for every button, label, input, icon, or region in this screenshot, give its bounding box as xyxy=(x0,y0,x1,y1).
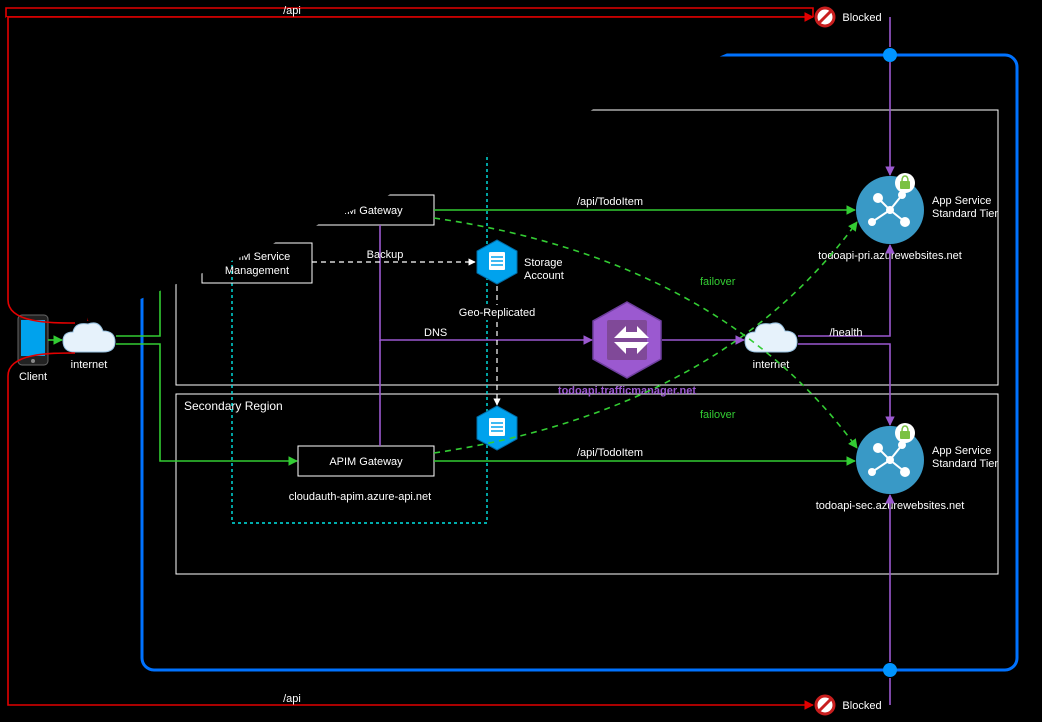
storage-account-primary-icon: Storage Account xyxy=(477,240,564,284)
apim-host-label: cloudauth-apim.azure-api.net xyxy=(289,491,431,503)
dns-label: DNS xyxy=(424,327,447,339)
backup-label: Backup xyxy=(367,249,404,261)
traffic-manager-icon: todoapi.trafficmanager.net xyxy=(558,302,696,397)
lock-icon xyxy=(895,423,915,443)
storage-account-l2: Account xyxy=(524,270,564,282)
blocked-top-label: Blocked xyxy=(842,12,881,24)
app-service-sec-l1: App Service xyxy=(932,445,991,457)
edge-apim-pri-dns-down xyxy=(380,225,592,340)
app-service-secondary-icon: App Service Standard Tier todoapi-sec.az… xyxy=(816,423,999,512)
internet-cloud-left-icon xyxy=(63,323,115,352)
client-label: Client xyxy=(19,371,47,383)
internet-left-label: internet xyxy=(71,359,108,371)
api-top-label: /api xyxy=(283,5,301,17)
apim-svc-mgmt-l2: Management xyxy=(225,265,289,277)
traffic-manager-host: todoapi.trafficmanager.net xyxy=(558,385,696,397)
failover-top-label: failover xyxy=(700,276,736,288)
app-service-pri-l1: App Service xyxy=(932,195,991,207)
client-device-icon: Client xyxy=(18,315,48,383)
apim-gateway-secondary-label: APIM Gateway xyxy=(329,456,403,468)
edge-api-todo-bot-label: /api/TodoItem xyxy=(577,447,643,459)
api-bot-label: /api xyxy=(283,693,301,705)
blocked-bottom-label: Blocked xyxy=(842,700,881,712)
blocked-top-icon: Blocked xyxy=(816,8,882,26)
lock-icon xyxy=(895,173,915,193)
internet-cloud-right-icon xyxy=(745,323,797,352)
storage-account-l1: Storage xyxy=(524,257,563,269)
apim-gateway-secondary-box: APIM Gateway xyxy=(298,446,434,476)
internet-right-label: internet xyxy=(753,359,790,371)
app-service-sec-l2: Standard Tier xyxy=(932,458,998,470)
health-label: /health xyxy=(829,327,862,339)
edge-red-bot-final xyxy=(8,353,813,705)
app-service-primary-icon: App Service Standard Tier todoapi-pri.az… xyxy=(818,173,998,262)
geo-replicated-label: Geo-Replicated xyxy=(459,307,535,319)
storage-account-secondary-icon xyxy=(477,406,517,450)
blocked-bottom-icon: Blocked xyxy=(816,696,882,714)
app-service-pri-l2: Standard Tier xyxy=(932,208,998,220)
failover-bot-label: failover xyxy=(700,409,736,421)
secondary-region-label: Secondary Region xyxy=(184,399,283,413)
edge-api-todo-top-label: /api/TodoItem xyxy=(577,196,643,208)
edge-red-route-top xyxy=(8,17,814,321)
